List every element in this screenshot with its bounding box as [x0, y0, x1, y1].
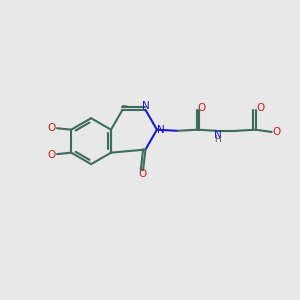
Text: =: = [121, 102, 128, 111]
Text: O: O [138, 169, 147, 179]
Text: N: N [214, 130, 222, 140]
Text: N: N [157, 125, 165, 135]
Text: N: N [142, 101, 150, 111]
Text: O: O [48, 123, 56, 133]
Text: O: O [197, 103, 206, 113]
Text: O: O [48, 150, 56, 160]
Text: O: O [256, 103, 264, 113]
Text: O: O [272, 127, 281, 137]
Text: H: H [214, 135, 221, 144]
